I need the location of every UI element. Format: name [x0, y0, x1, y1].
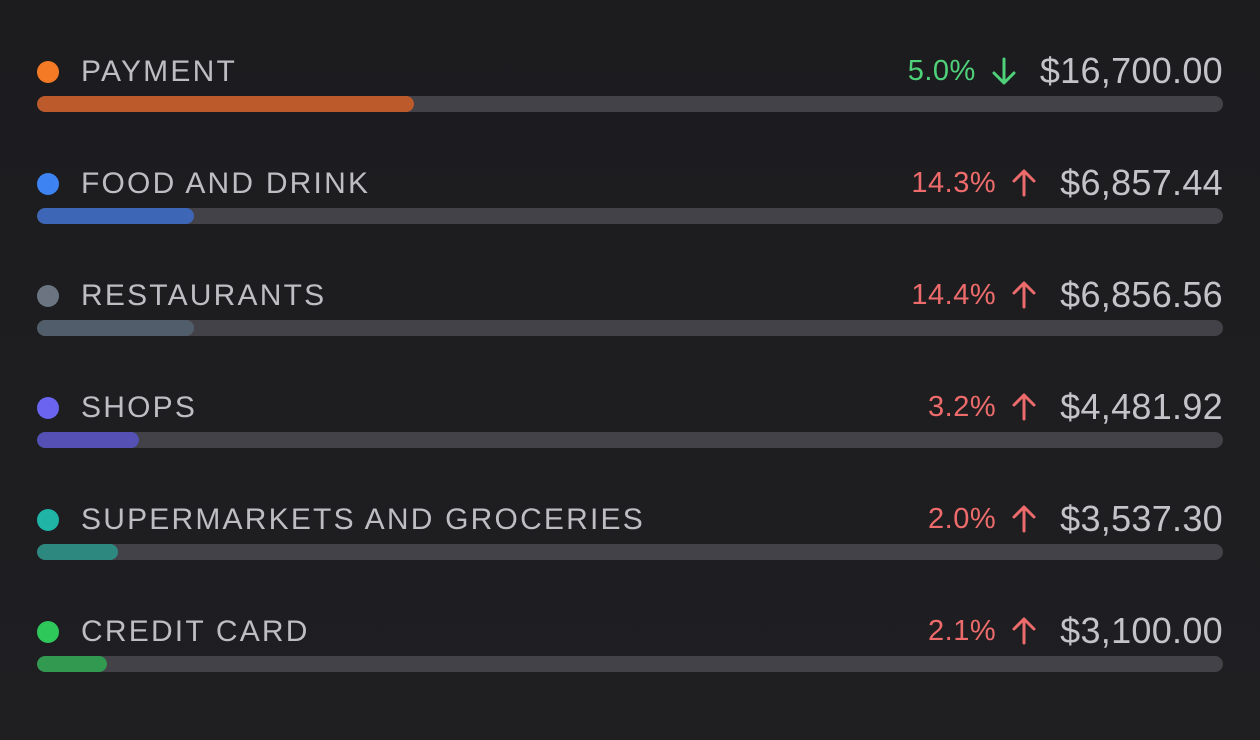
progress-fill [37, 96, 415, 112]
category-color-dot [37, 621, 59, 643]
category-name: PAYMENT [81, 55, 237, 88]
category-stats: 5.0% $16,700.00 [908, 52, 1223, 90]
progress-track [37, 320, 1223, 336]
category-row-food-and-drink[interactable]: FOOD AND DRINK 14.3% $6,857.44 [37, 160, 1223, 244]
progress-fill [37, 208, 194, 224]
category-row-supermarkets-and-groceries[interactable]: SUPERMARKETS AND GROCERIES 2.0% $3,537.3… [37, 496, 1223, 580]
arrow-up-icon [1010, 276, 1038, 314]
progress-track [37, 96, 1223, 112]
category-row-credit-card[interactable]: CREDIT CARD 2.1% $3,100.00 [37, 608, 1223, 692]
category-name: FOOD AND DRINK [81, 167, 371, 200]
change-percent: 2.0% [928, 503, 997, 535]
change-percent: 14.4% [911, 279, 997, 311]
category-name: SUPERMARKETS AND GROCERIES [81, 503, 645, 536]
category-color-dot [37, 285, 59, 307]
progress-track [37, 432, 1223, 448]
category-row-restaurants[interactable]: RESTAURANTS 14.4% $6,856.56 [37, 272, 1223, 356]
change-percent: 3.2% [928, 391, 997, 423]
category-color-dot [37, 61, 59, 83]
category-color-dot [37, 173, 59, 195]
category-stats: 2.1% $3,100.00 [928, 612, 1223, 650]
arrow-up-icon [1010, 612, 1038, 650]
progress-track [37, 208, 1223, 224]
category-stats: 14.4% $6,856.56 [911, 276, 1223, 314]
progress-fill [37, 656, 107, 672]
category-color-dot [37, 397, 59, 419]
change-percent: 2.1% [928, 615, 997, 647]
category-stats: 2.0% $3,537.30 [928, 500, 1223, 538]
arrow-up-icon [1010, 164, 1038, 202]
progress-fill [37, 320, 194, 336]
category-color-dot [37, 509, 59, 531]
progress-fill [37, 544, 118, 560]
progress-fill [37, 432, 139, 448]
category-amount: $6,857.44 [1060, 162, 1223, 203]
category-amount: $3,537.30 [1060, 498, 1223, 539]
progress-track [37, 544, 1223, 560]
category-stats: 14.3% $6,857.44 [911, 164, 1223, 202]
progress-track [37, 656, 1223, 672]
category-row-payment[interactable]: PAYMENT 5.0% $16,700.00 [37, 48, 1223, 132]
category-name: RESTAURANTS [81, 279, 327, 312]
arrow-down-icon [990, 52, 1018, 90]
category-amount: $16,700.00 [1039, 50, 1223, 91]
change-percent: 5.0% [907, 55, 976, 87]
category-amount: $3,100.00 [1060, 610, 1223, 651]
category-name: SHOPS [81, 391, 198, 424]
change-percent: 14.3% [911, 167, 997, 199]
arrow-up-icon [1010, 388, 1038, 426]
category-row-shops[interactable]: SHOPS 3.2% $4,481.92 [37, 384, 1223, 468]
arrow-up-icon [1010, 500, 1038, 538]
category-amount: $4,481.92 [1060, 386, 1223, 427]
category-amount: $6,856.56 [1060, 274, 1223, 315]
category-stats: 3.2% $4,481.92 [928, 388, 1223, 426]
category-name: CREDIT CARD [81, 615, 310, 648]
